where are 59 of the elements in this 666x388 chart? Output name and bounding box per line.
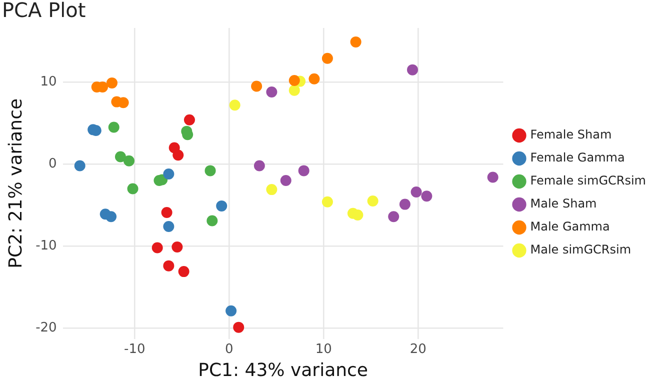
point — [216, 200, 228, 212]
point — [421, 190, 432, 202]
point — [399, 198, 410, 210]
point — [163, 220, 174, 232]
point — [298, 165, 310, 176]
x-tick-label: 0 — [225, 342, 234, 357]
point — [127, 183, 138, 194]
point — [410, 186, 422, 198]
point — [163, 260, 174, 272]
point — [367, 196, 378, 207]
point — [407, 64, 418, 76]
legend-label: Male simGCRsim — [530, 242, 632, 257]
x-tick-label: 10 — [315, 342, 332, 357]
point — [251, 80, 262, 92]
point — [206, 215, 218, 226]
y-tick-label: 10 — [40, 74, 57, 90]
point — [288, 84, 300, 96]
x-tick-label: -10 — [124, 342, 146, 357]
point — [114, 151, 126, 162]
x-axis-title: PC1: 43% variance — [198, 360, 368, 381]
point — [487, 172, 498, 183]
y-tick-label: -20 — [36, 320, 57, 336]
point — [280, 175, 292, 186]
point — [204, 165, 216, 176]
point — [172, 241, 183, 252]
point — [233, 322, 244, 333]
point — [288, 74, 300, 86]
point — [226, 305, 237, 316]
point — [352, 209, 364, 220]
point — [322, 196, 333, 208]
y-tick-label: -10 — [36, 238, 57, 254]
point — [74, 160, 86, 172]
point — [184, 114, 195, 126]
legend-label: Female Sham — [530, 128, 612, 142]
x-tick-label: 20 — [410, 342, 426, 357]
point — [108, 122, 120, 133]
point — [322, 52, 333, 64]
point — [172, 150, 184, 161]
legend-label: Male Gamma — [530, 220, 610, 234]
legend-label: Female simGCRsim — [530, 174, 646, 188]
y-tick-label: 0 — [48, 156, 57, 172]
point — [163, 168, 174, 180]
point — [388, 211, 400, 222]
point — [161, 207, 172, 218]
point — [266, 86, 278, 98]
point — [178, 266, 190, 278]
point — [123, 155, 134, 166]
legend-label: Male Sham — [530, 196, 597, 211]
point — [106, 77, 118, 88]
point — [266, 184, 278, 196]
legend-label: Female Gamma — [530, 150, 625, 165]
point — [308, 73, 320, 84]
point — [350, 36, 362, 48]
point — [229, 100, 240, 111]
y-axis-title: PC2: 21% variance — [5, 98, 26, 268]
point — [106, 211, 117, 222]
point — [254, 160, 265, 172]
chart-title: PCA Plot — [2, 0, 86, 22]
point — [152, 242, 163, 254]
